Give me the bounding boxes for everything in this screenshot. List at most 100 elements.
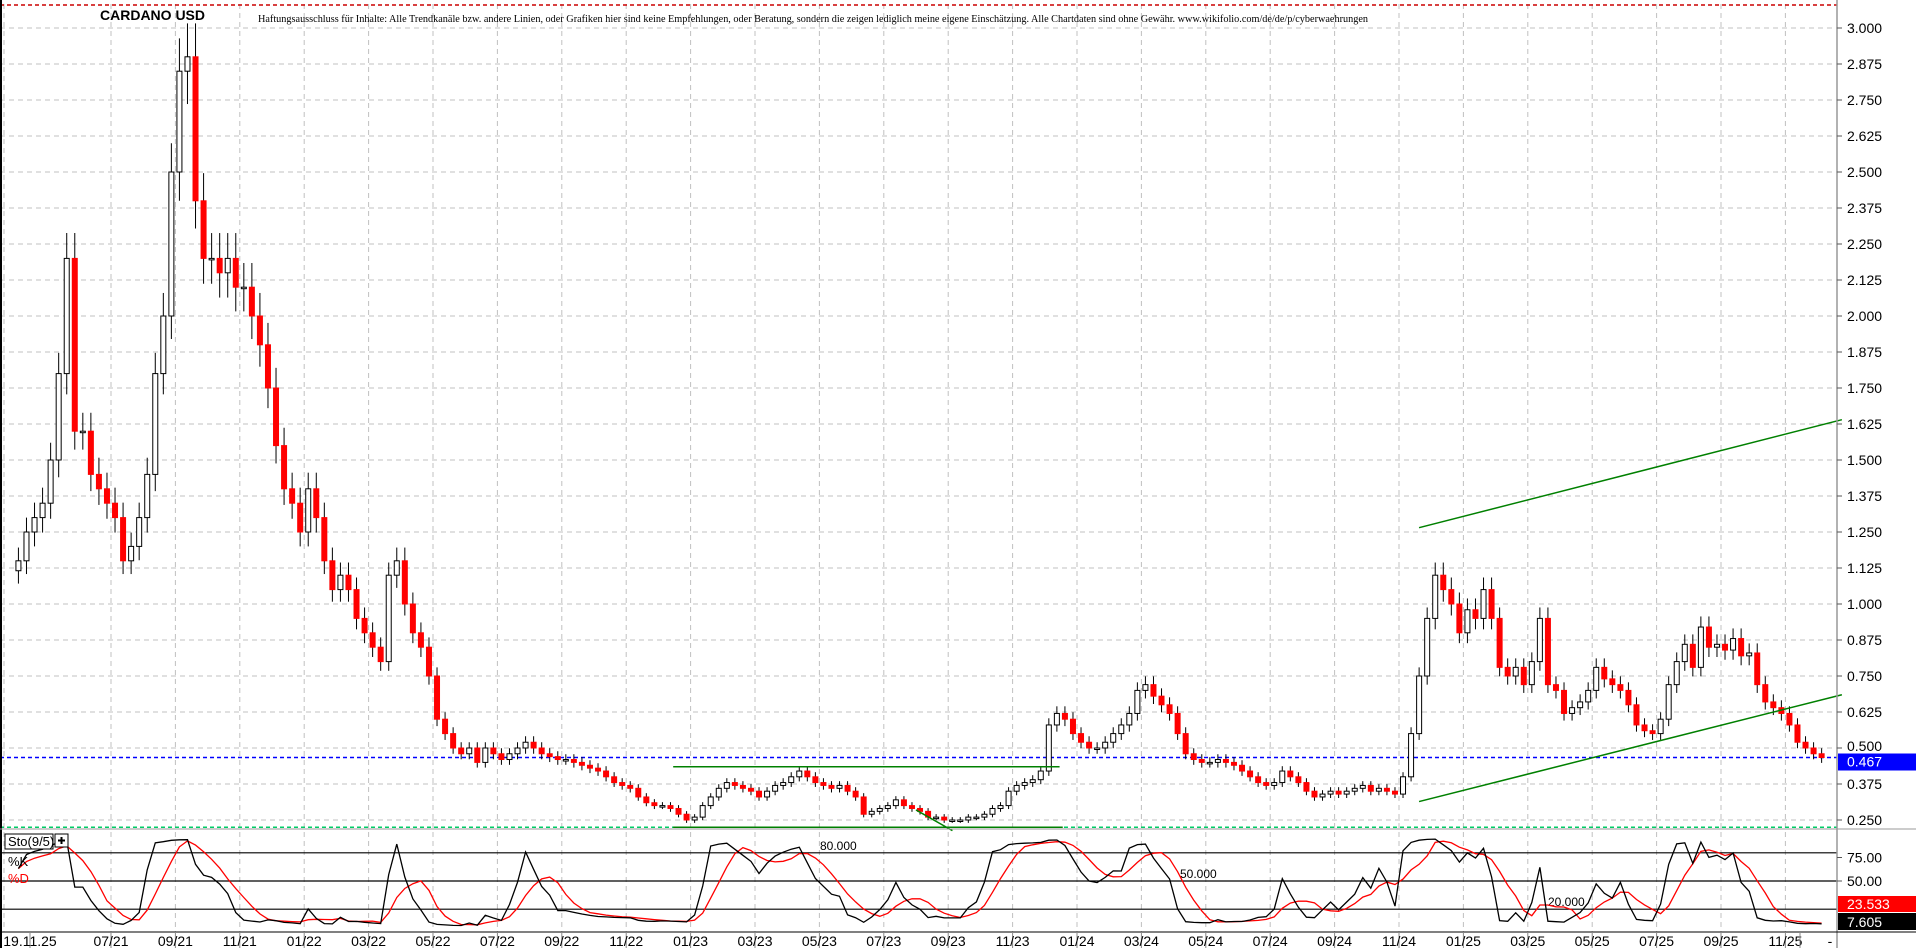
candle bbox=[603, 766, 610, 782]
price-tick-label: 1.375 bbox=[1847, 488, 1882, 504]
candle-body bbox=[1544, 617, 1551, 686]
candle-body bbox=[361, 617, 368, 634]
candle-body bbox=[546, 753, 553, 758]
candle bbox=[667, 802, 674, 812]
candle-body bbox=[772, 784, 779, 792]
candle-body bbox=[715, 787, 722, 798]
candle bbox=[868, 808, 875, 818]
candle bbox=[409, 592, 416, 644]
candle bbox=[393, 547, 400, 588]
candle-body bbox=[442, 718, 449, 735]
candle-body bbox=[95, 473, 102, 490]
candle-body bbox=[1005, 790, 1012, 807]
date-tick-label: 09/25 bbox=[1703, 933, 1738, 948]
trendline[interactable] bbox=[915, 809, 953, 832]
candle bbox=[63, 233, 70, 395]
candle bbox=[1102, 736, 1109, 754]
price-tick-label: 0.500 bbox=[1847, 738, 1882, 754]
price-tick-label: 1.625 bbox=[1847, 416, 1882, 432]
candle bbox=[643, 793, 650, 807]
date-tick-label: 11/22 bbox=[609, 933, 643, 948]
candle-body bbox=[892, 799, 899, 807]
candle bbox=[482, 742, 489, 768]
candle bbox=[675, 805, 682, 818]
last-price-label: 0.467 bbox=[1847, 754, 1882, 770]
candle-body bbox=[1118, 724, 1125, 735]
candle-body bbox=[796, 770, 803, 778]
candle bbox=[1134, 682, 1141, 721]
candle-body bbox=[1577, 701, 1584, 709]
candle bbox=[1536, 607, 1543, 671]
candle-body bbox=[1408, 733, 1415, 778]
candle-body bbox=[1641, 724, 1648, 732]
candle-body bbox=[683, 813, 690, 821]
candle-body bbox=[393, 560, 400, 576]
candle bbox=[1673, 652, 1680, 693]
candle bbox=[820, 778, 827, 790]
candle bbox=[1094, 742, 1101, 754]
candle-body bbox=[764, 790, 771, 798]
candle bbox=[1496, 607, 1503, 677]
candle-body bbox=[313, 488, 320, 519]
candle-body bbox=[667, 805, 674, 809]
candle-body bbox=[329, 560, 336, 591]
candle bbox=[1214, 754, 1221, 768]
candle bbox=[1255, 772, 1262, 787]
candle-body bbox=[289, 488, 296, 504]
disclaimer-text: Haftungsausschluss für Inhalte: Alle Tre… bbox=[258, 13, 1368, 25]
candle bbox=[337, 562, 344, 602]
candle-body bbox=[466, 747, 473, 755]
candle-body bbox=[39, 502, 46, 519]
candle bbox=[1247, 766, 1254, 782]
candle-body bbox=[1198, 759, 1205, 763]
stoch-expand-button[interactable] bbox=[54, 833, 69, 848]
date-tick-label: 11/24 bbox=[1382, 933, 1416, 948]
candle-body bbox=[1722, 643, 1729, 651]
candle bbox=[1383, 784, 1390, 796]
candle bbox=[554, 751, 561, 765]
candle-body bbox=[1561, 689, 1568, 714]
candle bbox=[1480, 577, 1487, 630]
candle bbox=[1601, 658, 1608, 688]
candle-body bbox=[1472, 609, 1479, 619]
candle bbox=[949, 817, 956, 823]
candle bbox=[739, 781, 746, 793]
date-tick-label: 09/21 bbox=[158, 933, 193, 948]
candle-body bbox=[651, 802, 658, 807]
candle-body bbox=[1053, 712, 1060, 726]
candle-body bbox=[844, 784, 851, 792]
plus-icon-glyph[interactable] bbox=[58, 837, 65, 844]
candle bbox=[1657, 712, 1664, 740]
trendlines[interactable] bbox=[673, 418, 1843, 832]
candle-body bbox=[1609, 678, 1616, 686]
candle bbox=[103, 472, 110, 519]
candle-body bbox=[103, 488, 110, 504]
candle bbox=[1464, 598, 1471, 644]
candle-body bbox=[900, 799, 907, 807]
trendline[interactable] bbox=[1418, 693, 1843, 803]
candle-body bbox=[1190, 753, 1197, 761]
candle bbox=[192, 23, 199, 229]
date-tick-label: 01/25 bbox=[1446, 933, 1481, 948]
candle-body bbox=[1110, 733, 1117, 743]
candle-body bbox=[224, 257, 231, 274]
candle bbox=[1279, 766, 1286, 787]
candle bbox=[144, 457, 151, 533]
candle bbox=[128, 532, 135, 575]
candle-body bbox=[1069, 718, 1076, 735]
candle bbox=[715, 784, 722, 801]
trendline[interactable] bbox=[1418, 418, 1843, 529]
candle-body bbox=[256, 315, 263, 346]
candle-body bbox=[675, 807, 682, 815]
candle bbox=[1182, 727, 1189, 760]
candle bbox=[1069, 712, 1076, 740]
candle bbox=[361, 607, 368, 644]
candle bbox=[23, 517, 30, 575]
candle-body bbox=[1142, 684, 1149, 691]
stoch-d-value: 23.533 bbox=[1847, 896, 1890, 912]
candle-body bbox=[1078, 733, 1085, 743]
candle-body bbox=[15, 560, 22, 572]
candle bbox=[498, 748, 505, 765]
candle bbox=[1158, 688, 1165, 713]
